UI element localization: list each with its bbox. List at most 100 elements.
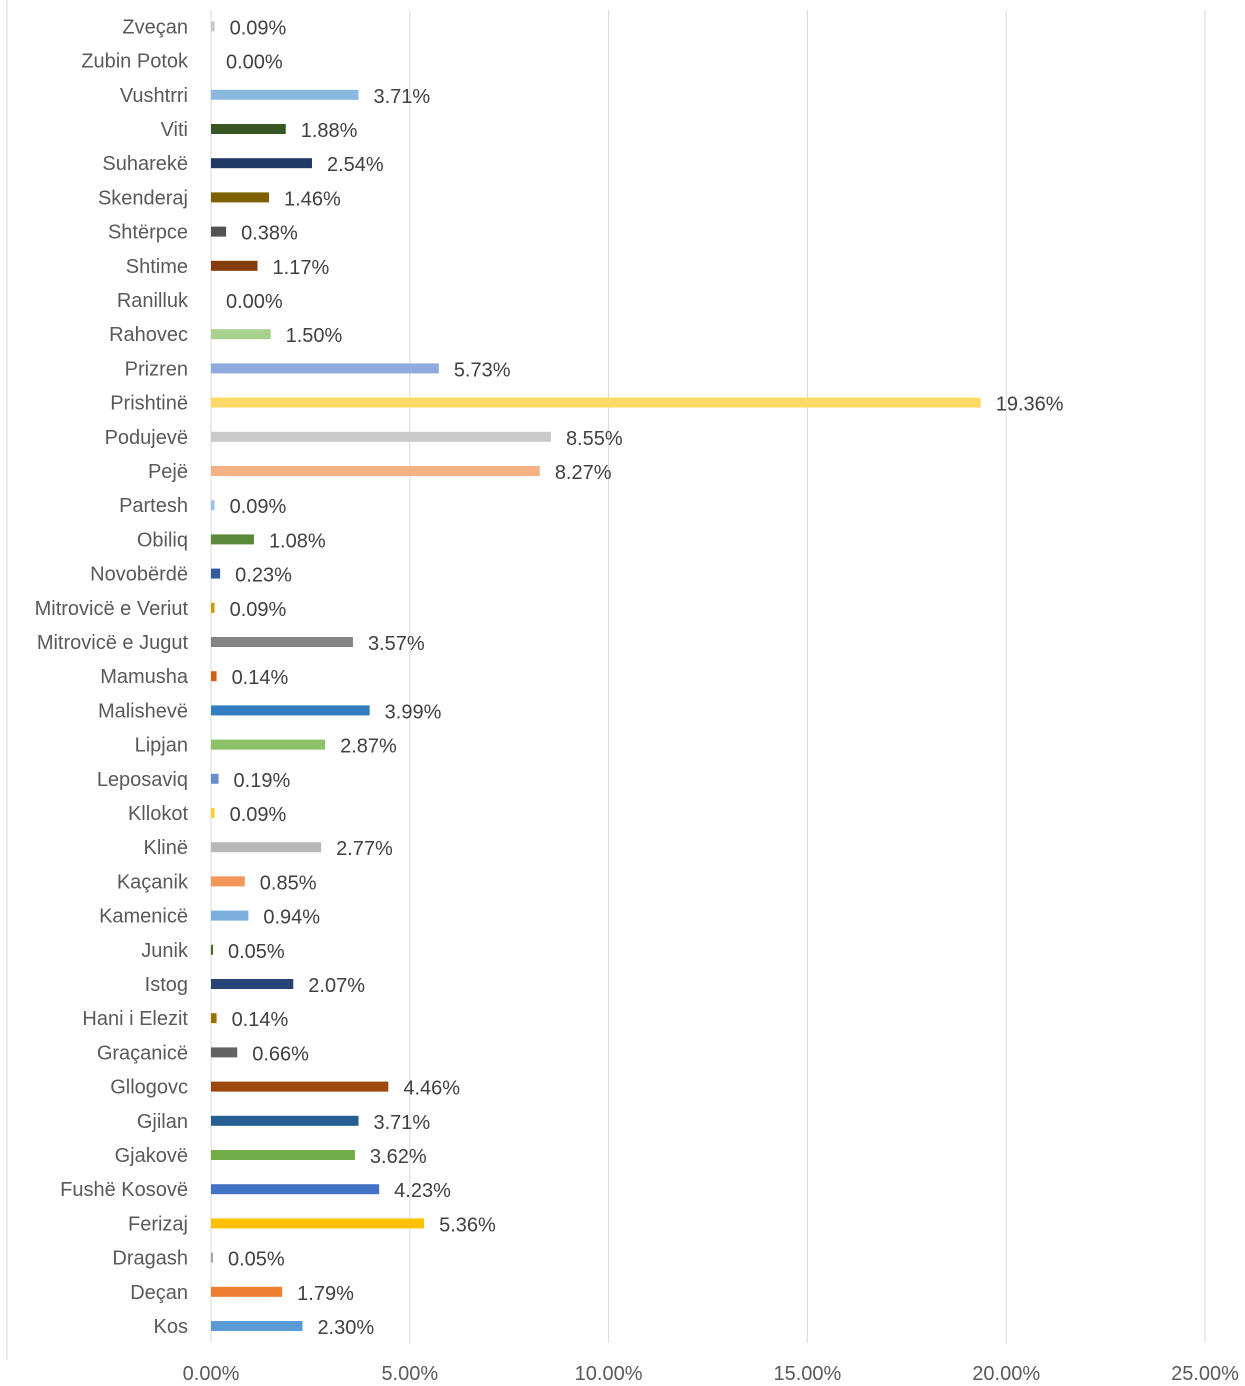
data-label: 0.23% <box>235 565 292 587</box>
category-label: Klinë <box>144 837 188 859</box>
bar <box>211 89 359 100</box>
category-label: Novobërdë <box>90 564 188 586</box>
category-label: Suharekë <box>102 153 188 175</box>
category-label: Skenderaj <box>98 187 188 209</box>
x-tick-label: 0.00% <box>183 1363 240 1385</box>
category-label: Kamenicë <box>99 906 188 928</box>
data-label: 0.85% <box>260 872 317 894</box>
bar <box>211 466 540 476</box>
category-label: Graçanicë <box>97 1042 188 1064</box>
category-label: Rahovec <box>109 324 188 346</box>
bar <box>211 1218 425 1229</box>
category-label: Prizren <box>125 358 188 380</box>
data-label: 0.14% <box>232 1009 289 1031</box>
bar <box>211 910 249 921</box>
bar <box>211 773 219 784</box>
category-label: Ranilluk <box>117 290 189 312</box>
bar <box>211 1013 217 1024</box>
data-label: 2.54% <box>327 154 384 176</box>
x-axis-ticks: 0.00% 5.00% 10.00% 15.00% 20.00% 25.00% <box>183 1363 1239 1385</box>
bar <box>211 124 286 134</box>
data-label: 19.36% <box>996 394 1064 416</box>
bar <box>211 637 353 647</box>
data-label: 4.46% <box>403 1078 460 1100</box>
gridlines <box>210 10 1206 1343</box>
bar <box>211 226 227 237</box>
data-label: 4.23% <box>394 1180 451 1202</box>
bar <box>211 1150 355 1160</box>
bar <box>211 705 370 716</box>
bar <box>211 1047 238 1058</box>
category-label: Partesh <box>119 495 188 517</box>
x-tick-label: 20.00% <box>972 1363 1040 1385</box>
category-label: Ferizaj <box>128 1213 188 1235</box>
x-tick-label: 5.00% <box>381 1363 438 1385</box>
bar <box>211 260 258 271</box>
category-label: Shtime <box>126 256 188 278</box>
data-label: 0.14% <box>232 667 289 689</box>
bar <box>211 602 215 613</box>
category-label: Mitrovicë e Veriut <box>35 598 189 620</box>
x-tick-label: 10.00% <box>575 1363 643 1385</box>
data-label: 0.19% <box>234 770 291 792</box>
category-label: Vushtrri <box>120 85 188 107</box>
bars-group <box>211 21 981 1331</box>
category-label: Malishevë <box>98 700 188 722</box>
category-label: Zveçan <box>122 16 188 38</box>
bar <box>211 534 254 545</box>
bar <box>211 363 439 374</box>
category-label: Podujevë <box>105 427 188 449</box>
data-label: 3.57% <box>368 633 425 655</box>
data-label: 5.73% <box>454 359 511 381</box>
category-label: Deçan <box>130 1282 188 1304</box>
category-label: Mitrovicë e Jugut <box>37 632 189 654</box>
x-tick-label: 15.00% <box>773 1363 841 1385</box>
data-label: 8.27% <box>555 462 612 484</box>
bar <box>211 944 213 955</box>
data-label: 0.09% <box>230 17 287 39</box>
bar <box>211 739 326 750</box>
data-label: 3.71% <box>374 1112 431 1134</box>
bar <box>211 842 322 853</box>
data-label: 3.99% <box>385 701 442 723</box>
bar <box>211 1321 303 1331</box>
bar <box>211 1115 359 1126</box>
category-label: Junik <box>141 940 189 962</box>
data-label: 0.38% <box>241 223 298 245</box>
category-label: Fushë Kosovë <box>60 1179 188 1201</box>
data-label: 2.30% <box>317 1317 374 1339</box>
category-label: Dragash <box>112 1248 188 1270</box>
bar <box>211 21 215 32</box>
value-labels: 2.30% 1.79% 0.05% 5.36% 4.23% 3.62% 3.71% 4.46%… <box>226 17 1064 1339</box>
data-label: 8.55% <box>566 428 623 450</box>
data-label: 3.71% <box>374 86 431 108</box>
data-label: 1.08% <box>269 530 326 552</box>
bar <box>211 500 215 511</box>
bar <box>211 397 981 408</box>
data-label: 2.87% <box>340 736 397 758</box>
data-label: 0.00% <box>226 291 283 313</box>
category-label: Kaçanik <box>117 871 189 893</box>
category-label: Hani i Elezit <box>82 1008 188 1030</box>
category-label: Gllogovc <box>110 1077 188 1099</box>
data-label: 0.05% <box>228 941 285 963</box>
bar <box>211 568 221 579</box>
bar <box>211 431 551 442</box>
category-label: Gjakovë <box>115 1145 188 1167</box>
category-label: Leposaviq <box>97 769 188 791</box>
data-label: 1.79% <box>297 1283 354 1305</box>
bar <box>211 1286 283 1297</box>
category-label: Pejë <box>148 461 188 483</box>
bar <box>211 1081 389 1092</box>
category-label: Viti <box>161 119 188 141</box>
bar <box>211 671 217 682</box>
category-label: Gjilan <box>137 1111 188 1133</box>
bar <box>211 1252 213 1263</box>
category-label: Kos <box>154 1316 188 1338</box>
category-label: Prishtinë <box>110 393 188 415</box>
data-label: 2.07% <box>308 975 365 997</box>
category-label: Mamusha <box>100 666 189 688</box>
data-label: 1.50% <box>286 325 343 347</box>
